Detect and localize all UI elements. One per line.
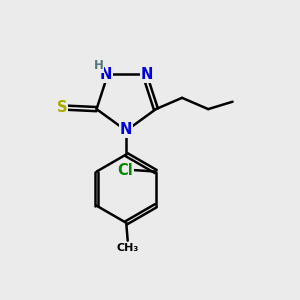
Text: S: S xyxy=(56,100,67,115)
Text: Cl: Cl xyxy=(117,163,133,178)
Text: N: N xyxy=(99,67,112,82)
Text: N: N xyxy=(120,122,132,137)
Text: H: H xyxy=(93,59,103,72)
Text: N: N xyxy=(141,67,153,82)
Text: CH₃: CH₃ xyxy=(117,243,139,253)
